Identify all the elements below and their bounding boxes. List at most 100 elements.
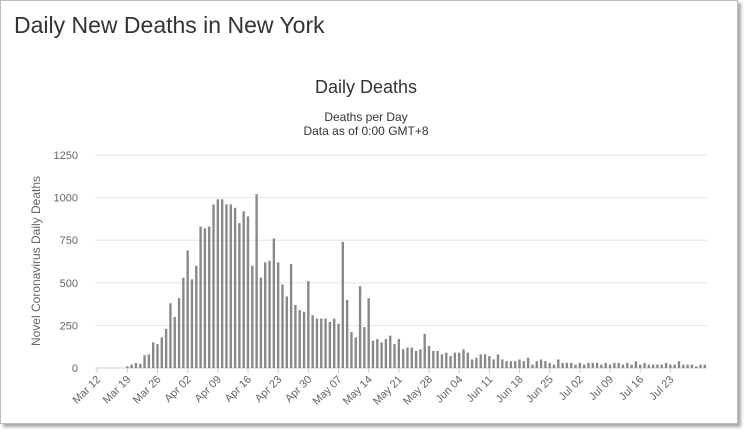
bar [639,364,642,368]
bar [703,364,707,368]
x-tick-label: Mar 12 [71,374,104,407]
bar [626,362,629,368]
bar [195,265,198,368]
bar [311,315,314,368]
bar [380,342,383,368]
bar [220,199,224,368]
bar [414,350,418,368]
x-tick-label: Jul 16 [617,374,646,403]
bar [169,303,172,368]
bar [544,361,547,368]
bar [212,204,215,368]
bar [320,318,323,368]
x-tick-label: Apr 02 [162,374,193,405]
chart-subtitle-line-1: Deaths per Day [324,110,407,124]
bar [660,364,663,368]
bar [134,362,138,368]
y-tick-label: 0 [72,363,78,375]
bar [617,362,620,368]
bar [333,318,336,368]
bars [126,194,707,368]
chart-subtitle-line-2: Data as of 0:00 GMT+8 [303,124,428,138]
bar [613,362,616,368]
bar [505,361,508,368]
bar [479,354,482,368]
bar [449,356,452,368]
bar [307,281,310,368]
bar [647,364,650,368]
bar [229,204,232,368]
bar [376,339,379,368]
x-tick-label: Mar 26 [131,374,164,407]
x-tick-label: May 21 [371,374,405,408]
bar [246,216,250,368]
bar [225,204,228,368]
bar [514,361,517,368]
bar [440,354,444,368]
bar [298,310,301,368]
bar [643,362,646,368]
bar [522,361,526,368]
bar [557,359,560,368]
bar [302,311,306,368]
y-tick-label: 250 [60,320,78,332]
bar [496,354,500,368]
bar [677,361,681,368]
bar [130,364,133,368]
bar [535,361,538,368]
bar [462,349,465,368]
x-tick-label: May 14 [341,374,375,408]
bar [699,364,702,368]
bar [552,364,556,368]
bar [651,364,655,368]
bar [634,361,638,368]
bar [341,241,344,368]
bar [669,364,672,368]
bar [509,361,513,368]
x-tick-label: Apr 09 [193,374,224,405]
x-tick-label: Jun 11 [464,374,495,405]
bar [453,352,457,368]
bar [177,298,181,368]
bar [276,262,280,368]
bar [539,359,543,368]
x-tick-label: Apr 16 [223,374,254,405]
bar [458,352,461,368]
bar [259,277,263,368]
bar [315,318,319,368]
bar [345,299,349,368]
bar [526,357,530,368]
bar [548,362,551,368]
bar [208,226,211,368]
bar [251,265,254,368]
bar [324,318,327,368]
bar [285,296,288,368]
bar [436,350,439,368]
bar [531,364,534,368]
x-tick-label: Apr 30 [283,374,314,405]
bar [595,362,599,368]
bar [242,211,245,368]
bar [173,316,176,368]
page-title: Daily New Deaths in New York [14,12,325,38]
bar [475,357,478,368]
bar [445,352,448,368]
bar [354,337,357,368]
bar [156,344,159,368]
bar [608,364,612,368]
bar [164,328,168,368]
bar [621,364,625,368]
bar [578,362,582,368]
bar [126,366,129,368]
bar [350,332,353,368]
bar [190,279,194,368]
x-tick-label: Mar 19 [101,374,134,407]
bar [255,194,258,368]
bar [393,344,396,368]
bar [186,250,189,368]
bar [406,347,409,368]
y-tick-labels: 0 250 500 750 1000 1250 [54,150,78,375]
bar [367,298,370,368]
bar [419,349,422,368]
